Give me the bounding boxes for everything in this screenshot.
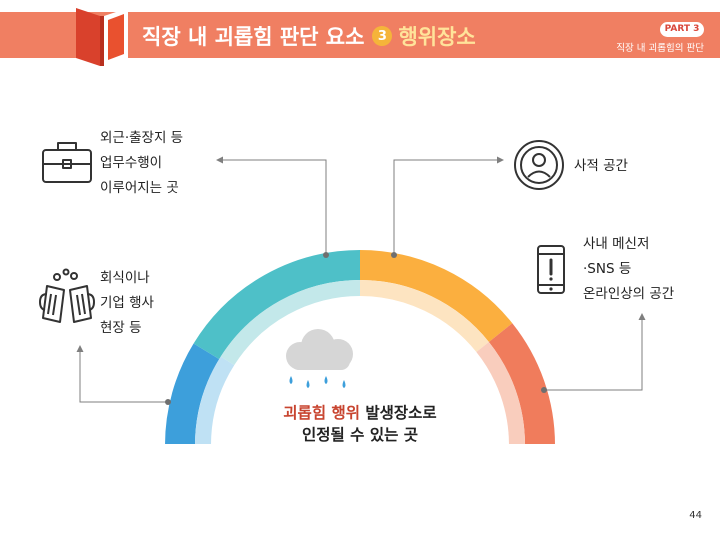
arc-segment-red bbox=[488, 323, 555, 446]
title-main: 직장 내 괴롭힘 판단 요소 bbox=[142, 25, 365, 49]
title-sub: 행위장소 bbox=[398, 25, 476, 49]
label-dinner-event: 회식이나 기업 행사 현장 등 bbox=[100, 270, 154, 336]
connector-online bbox=[544, 320, 643, 391]
page-number: 44 bbox=[689, 510, 702, 521]
label-business-trip: 외근·출장지 등 업무수행이 이루어지는 곳 bbox=[100, 130, 184, 196]
briefcase-icon bbox=[42, 142, 92, 183]
page-title: 직장 내 괴롭힘 판단 요소 3 행위장소 bbox=[142, 22, 476, 50]
part-subtitle: 직장 내 괴롭힘의 판단 bbox=[616, 43, 704, 54]
center-caption: 괴롭힘 행위 발생장소로 인정될 수 있는 곳 bbox=[240, 402, 480, 446]
connector-dinner-event bbox=[79, 352, 168, 403]
arc-segment-orange bbox=[359, 250, 513, 343]
person-circle-icon bbox=[514, 140, 564, 190]
label-online: 사내 메신저 ·SNS 등 온라인상의 공간 bbox=[583, 236, 675, 302]
connector-private-space bbox=[393, 159, 498, 255]
title-number-badge: 3 bbox=[372, 26, 393, 46]
arc-segment-blue bbox=[165, 343, 220, 446]
arc-segment-teal bbox=[193, 250, 361, 360]
center-caption-accent: 괴롭힘 행위 bbox=[283, 404, 360, 422]
center-caption-line2: 인정될 수 있는 곳 bbox=[301, 426, 418, 444]
beer-mugs-icon bbox=[39, 268, 95, 323]
label-private-space: 사적 공간 bbox=[574, 158, 628, 174]
rain-cloud-icon bbox=[286, 329, 353, 388]
connector-business-trip bbox=[222, 159, 327, 255]
part-badge: PART 3 bbox=[660, 22, 704, 37]
center-caption-rest: 발생장소로 bbox=[360, 404, 437, 422]
smartphone-alert-icon bbox=[537, 245, 565, 294]
book-icon bbox=[76, 8, 128, 66]
